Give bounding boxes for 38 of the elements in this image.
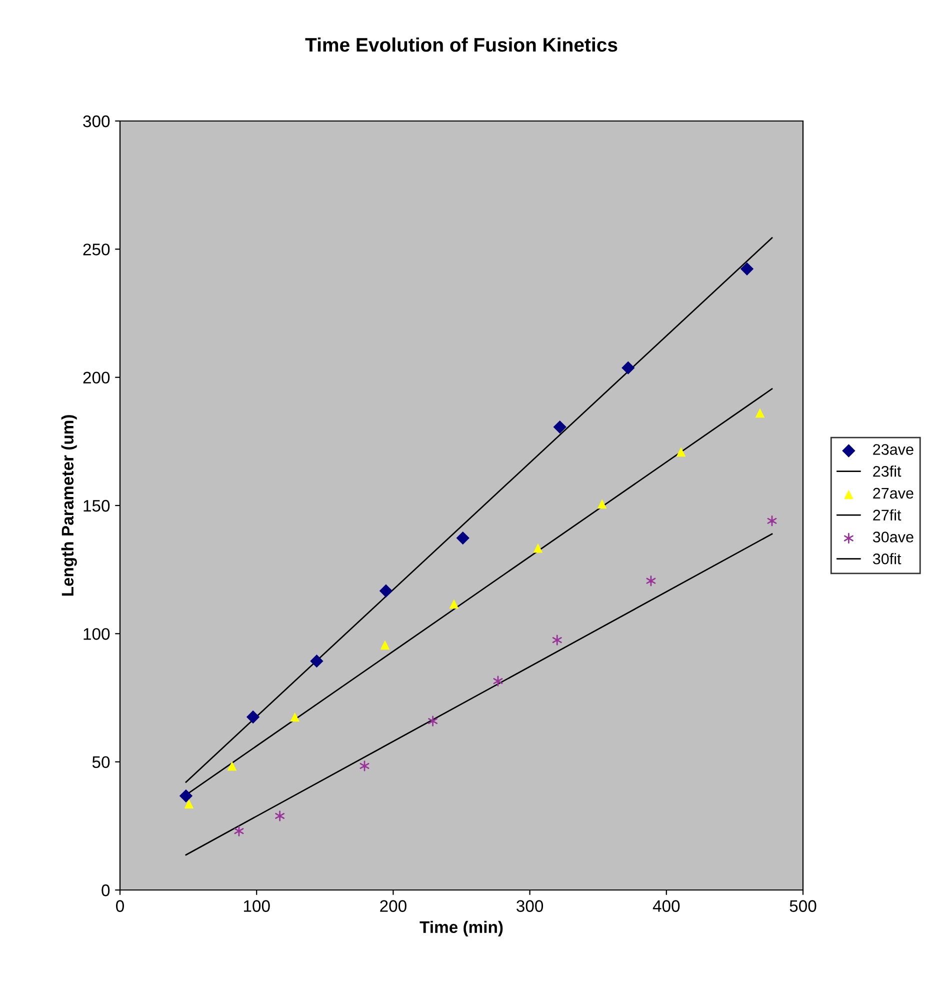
point xyxy=(179,789,193,803)
x-tick-label: 100 xyxy=(244,900,270,912)
legend-label: 30fit xyxy=(872,553,902,564)
y-tick-label: 200 xyxy=(83,372,110,384)
point xyxy=(597,499,607,509)
y-axis-title: Length Parameter (um) xyxy=(61,415,77,596)
point xyxy=(553,420,566,434)
legend-label: 27ave xyxy=(873,488,914,499)
point xyxy=(533,543,543,553)
y-tick-label: 250 xyxy=(83,244,110,256)
point xyxy=(676,447,686,457)
chart-title: Time Evolution of Fusion Kinetics xyxy=(305,37,618,52)
y-tick-label: 150 xyxy=(84,500,110,512)
point xyxy=(310,654,324,668)
x-axis-title: Time (min) xyxy=(420,920,503,936)
x-tick-label: 200 xyxy=(380,900,406,912)
x-tick-label: 500 xyxy=(790,900,816,912)
point xyxy=(622,361,635,374)
y-tick-label: 100 xyxy=(84,628,110,640)
point xyxy=(449,599,459,609)
y-tick-label: 50 xyxy=(92,756,110,768)
legend-label: 23ave xyxy=(873,444,914,455)
legend-label: 27fit xyxy=(873,509,902,521)
y-tick-label: 300 xyxy=(83,115,110,128)
point xyxy=(246,710,260,724)
point xyxy=(227,761,237,771)
point xyxy=(379,584,393,598)
x-tick-label: 300 xyxy=(516,900,544,912)
x-tick-label: 0 xyxy=(116,900,124,912)
point xyxy=(740,262,754,276)
point xyxy=(290,712,300,722)
point xyxy=(184,799,194,809)
point xyxy=(755,408,765,418)
x-tick-label: 400 xyxy=(652,900,680,912)
point xyxy=(380,640,390,650)
y-tick-label: 0 xyxy=(102,884,110,896)
point xyxy=(456,531,470,545)
legend-label: 23fit xyxy=(873,466,902,477)
